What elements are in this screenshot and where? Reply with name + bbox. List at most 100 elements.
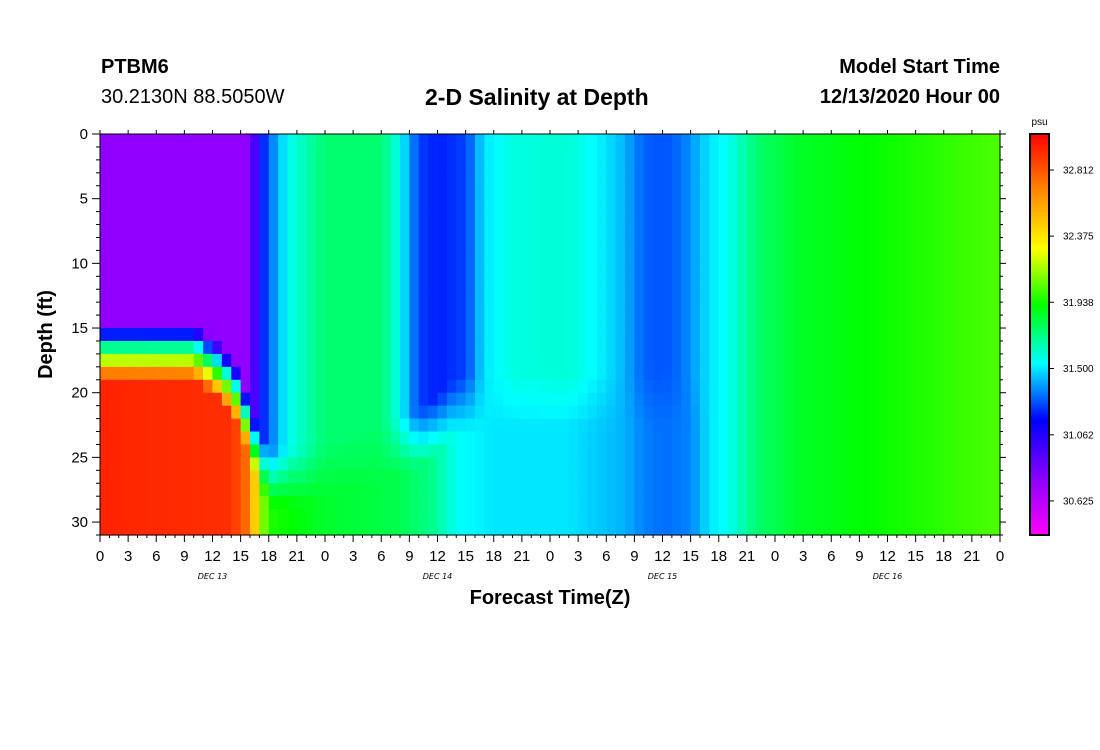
heatmap-cell (268, 483, 279, 497)
heatmap-cell (756, 431, 767, 446)
heatmap-cell (100, 289, 110, 303)
heatmap-cell (315, 405, 326, 420)
heatmap-cell (971, 237, 982, 252)
heatmap-cell (465, 522, 476, 536)
heatmap-cell (971, 159, 982, 174)
heatmap-cell (737, 392, 748, 407)
heatmap-cell (840, 276, 851, 290)
heatmap-cell (596, 276, 607, 290)
heatmap-cell (681, 509, 692, 523)
heatmap-cell (990, 340, 1001, 355)
heatmap-cell (315, 315, 326, 329)
heatmap-cell (503, 250, 514, 264)
heatmap-cell (512, 250, 523, 264)
heatmap-cell (221, 366, 232, 381)
heatmap-cell (606, 172, 617, 187)
heatmap-cell (784, 431, 795, 446)
heatmap-cell (315, 198, 326, 213)
heatmap-cell (578, 328, 589, 342)
heatmap-cell (109, 250, 120, 264)
heatmap-cell (306, 159, 317, 174)
heatmap-cell (465, 418, 476, 433)
heatmap-cell (887, 405, 898, 420)
heatmap-cell (175, 444, 185, 458)
heatmap-cell (559, 198, 570, 213)
heatmap-cell (446, 444, 457, 458)
heatmap-cell (643, 276, 654, 290)
heatmap-cell (325, 302, 335, 316)
heatmap-cell (221, 172, 232, 187)
heatmap-cell (775, 134, 785, 148)
heatmap-cell (934, 198, 945, 213)
heatmap-cell (306, 263, 317, 277)
heatmap-cell (146, 198, 157, 213)
heatmap-cell (100, 198, 110, 213)
heatmap-cell (512, 392, 523, 407)
heatmap-cell (203, 134, 214, 148)
heatmap-cell (400, 353, 410, 368)
heatmap-cell (193, 237, 204, 252)
heatmap-cell (287, 483, 298, 497)
heatmap-cell (653, 457, 664, 471)
heatmap-cell (962, 340, 973, 355)
heatmap-cell (400, 159, 410, 174)
heatmap-cell (784, 276, 795, 290)
heatmap-cell (156, 224, 167, 239)
heatmap-cell (784, 328, 795, 342)
heatmap-cell (175, 159, 185, 174)
heatmap-cell (925, 263, 935, 277)
heatmap-cell (146, 353, 157, 368)
heatmap-cell (512, 379, 523, 394)
heatmap-cell (146, 431, 157, 446)
heatmap-cell (296, 457, 307, 471)
heatmap-cell (990, 250, 1001, 264)
heatmap-cell (568, 405, 579, 420)
heatmap-cell (250, 353, 260, 368)
heatmap-cell (568, 483, 579, 497)
heatmap-cell (587, 302, 598, 316)
heatmap-cell (662, 379, 673, 394)
heatmap-cell (165, 418, 176, 433)
heatmap-cell (531, 444, 542, 458)
heatmap-cell (231, 250, 242, 264)
heatmap-cell (343, 418, 354, 433)
heatmap-cell (493, 159, 504, 174)
heatmap-cell (409, 353, 420, 368)
heatmap-cell (475, 185, 485, 200)
heatmap-cell (775, 522, 785, 536)
heatmap-cell (934, 263, 945, 277)
heatmap-cell (653, 328, 664, 342)
heatmap-cell (137, 509, 148, 523)
heatmap-cell (681, 302, 692, 316)
heatmap-cell (671, 315, 682, 329)
heatmap-cell (259, 276, 270, 290)
heatmap-cell (550, 340, 560, 355)
heatmap-cell (353, 353, 364, 368)
heatmap-cell (503, 444, 514, 458)
heatmap-cell (315, 263, 326, 277)
heatmap-cell (100, 379, 110, 394)
heatmap-cell (681, 198, 692, 213)
heatmap-cell (990, 522, 1001, 536)
heatmap-cell (278, 470, 289, 484)
heatmap-cell (362, 470, 373, 484)
heatmap-cell (578, 353, 589, 368)
heatmap-cell (531, 185, 542, 200)
heatmap-cell (896, 522, 907, 536)
heatmap-cell (990, 379, 1001, 394)
heatmap-cell (390, 457, 401, 471)
heatmap-cell (390, 237, 401, 252)
heatmap-cell (765, 172, 776, 187)
heatmap-cell (212, 431, 223, 446)
heatmap-cell (362, 328, 373, 342)
heatmap-cell (971, 276, 982, 290)
heatmap-cell (812, 185, 823, 200)
heatmap-cell (156, 237, 167, 252)
heatmap-cell (859, 366, 870, 381)
heatmap-cell (203, 263, 214, 277)
heatmap-cell (728, 392, 739, 407)
heatmap-cell (465, 444, 476, 458)
heatmap-cell (250, 431, 260, 446)
heatmap-cell (690, 353, 701, 368)
heatmap-cell (831, 405, 842, 420)
